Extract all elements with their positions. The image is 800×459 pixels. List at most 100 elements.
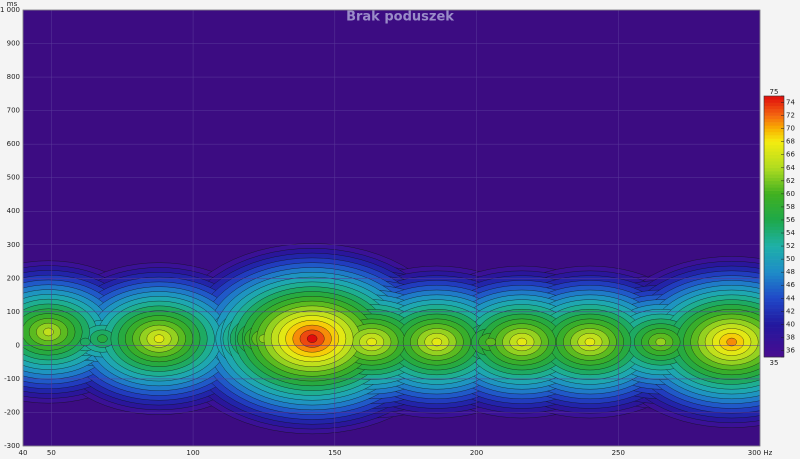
colorbar-cell: [764, 347, 784, 351]
colorbar-tick-label: 62: [786, 177, 795, 185]
colorbar-cell: [764, 135, 784, 139]
contour-ring: [485, 337, 496, 347]
x-tick-label: 200: [470, 449, 483, 457]
colorbar-cell: [764, 112, 784, 116]
colorbar-frame: [763, 95, 785, 358]
colorbar-cell: [764, 102, 784, 107]
colorbar-cell: [764, 177, 784, 182]
x-tick-label: 250: [612, 449, 625, 457]
y-tick-label: 400: [7, 207, 20, 215]
y-tick-label: -100: [4, 375, 20, 383]
colorbar-cell: [764, 154, 784, 159]
colorbar-cell: [764, 187, 784, 191]
colorbar-tick-label: 35: [770, 359, 779, 367]
colorbar-cell: [764, 249, 784, 253]
contour-ring: [97, 334, 108, 343]
colorbar-cell: [764, 148, 784, 152]
colorbar-cell: [764, 118, 784, 123]
colorbar-cell: [764, 317, 784, 322]
colorbar-cell: [764, 340, 784, 345]
colorbar-cell: [764, 115, 784, 120]
colorbar-cell: [764, 301, 784, 306]
colorbar-tick-label: 54: [786, 229, 795, 237]
colorbar-cell: [764, 157, 784, 162]
colorbar-cell: [764, 308, 784, 312]
y-tick-label: 800: [7, 73, 20, 81]
contour-ring: [516, 337, 528, 347]
colorbar-cell: [764, 275, 784, 279]
colorbar-cell: [764, 233, 784, 237]
x-tick-label: 50: [47, 449, 56, 457]
colorbar-cell: [764, 242, 784, 247]
y-tick-label: 700: [7, 107, 20, 115]
y-tick-label: -300: [4, 442, 20, 450]
colorbar-cell: [764, 278, 784, 283]
colorbar-tick-label: 44: [786, 294, 795, 302]
colorbar-cell: [764, 298, 784, 302]
colorbar-cell: [764, 272, 784, 276]
x-tick-label: 100: [186, 449, 199, 457]
colorbar-cell: [764, 125, 784, 129]
colorbar-tick-label: 74: [786, 99, 795, 107]
colorbar-cell: [764, 99, 784, 103]
x-tick-label: 40: [19, 449, 28, 457]
colorbar-cell: [764, 171, 784, 175]
colorbar-cell: [764, 206, 784, 211]
colorbar-cell: [764, 281, 784, 286]
contour-ring: [306, 334, 318, 343]
colorbar-cell: [764, 200, 784, 204]
colorbar-tick-label: 42: [786, 307, 795, 315]
colorbar-cell: [764, 262, 784, 266]
colorbar-cell: [764, 109, 784, 113]
contour-ring: [655, 337, 667, 347]
colorbar-cell: [764, 288, 784, 293]
colorbar-cell: [764, 291, 784, 296]
colorbar-cell: [764, 259, 784, 263]
y-tick-label: 500: [7, 174, 20, 182]
colorbar-cell: [764, 223, 784, 227]
colorbar-cell: [764, 285, 784, 289]
colorbar-cell: [764, 265, 784, 270]
contour-ring: [431, 337, 443, 347]
colorbar-tick-label: 70: [786, 125, 795, 133]
y-tick-label: 600: [7, 140, 20, 148]
colorbar-cell: [764, 324, 784, 328]
colorbar-cell: [764, 174, 784, 178]
colorbar-cell: [764, 255, 784, 260]
heatmap: [23, 243, 760, 435]
colorbar-cell: [764, 180, 784, 185]
y-axis-label: ms: [7, 0, 18, 8]
contour-ring: [43, 327, 54, 337]
colorbar-cell: [764, 122, 784, 126]
colorbar-tick-label: 60: [786, 190, 795, 198]
y-tick-label: 300: [7, 241, 20, 249]
colorbar-tick-label: 75: [770, 88, 779, 96]
colorbar-cell: [764, 167, 784, 172]
colorbar-cell: [764, 138, 784, 142]
colorbar-cell: [764, 337, 784, 341]
colorbar-tick-label: 40: [786, 320, 795, 328]
colorbar-tick-label: 36: [786, 346, 795, 354]
y-tick-label: -200: [4, 408, 20, 416]
colorbar-cell: [764, 343, 784, 348]
colorbar-tick-label: 48: [786, 268, 795, 276]
colorbar-cell: [764, 213, 784, 218]
contour-ring: [366, 337, 377, 347]
colorbar-cell: [764, 304, 784, 309]
contour-ring: [726, 337, 737, 347]
contour-ring: [80, 337, 91, 347]
x-tick-label: 300 Hz: [748, 449, 773, 457]
colorbar-cell: [764, 226, 784, 231]
colorbar-tick-label: 68: [786, 138, 795, 146]
colorbar-cell: [764, 216, 784, 221]
colorbar-cell: [764, 350, 784, 355]
colorbar-cell: [764, 229, 784, 234]
colorbar-cell: [764, 193, 784, 198]
contour-ring: [153, 334, 165, 343]
colorbar-cell: [764, 314, 784, 319]
x-tick-label: 150: [328, 449, 341, 457]
colorbar-cell: [764, 190, 784, 195]
colorbar-cell: [764, 252, 784, 257]
colorbar-cell: [764, 311, 784, 315]
colorbar-cell: [764, 353, 784, 358]
